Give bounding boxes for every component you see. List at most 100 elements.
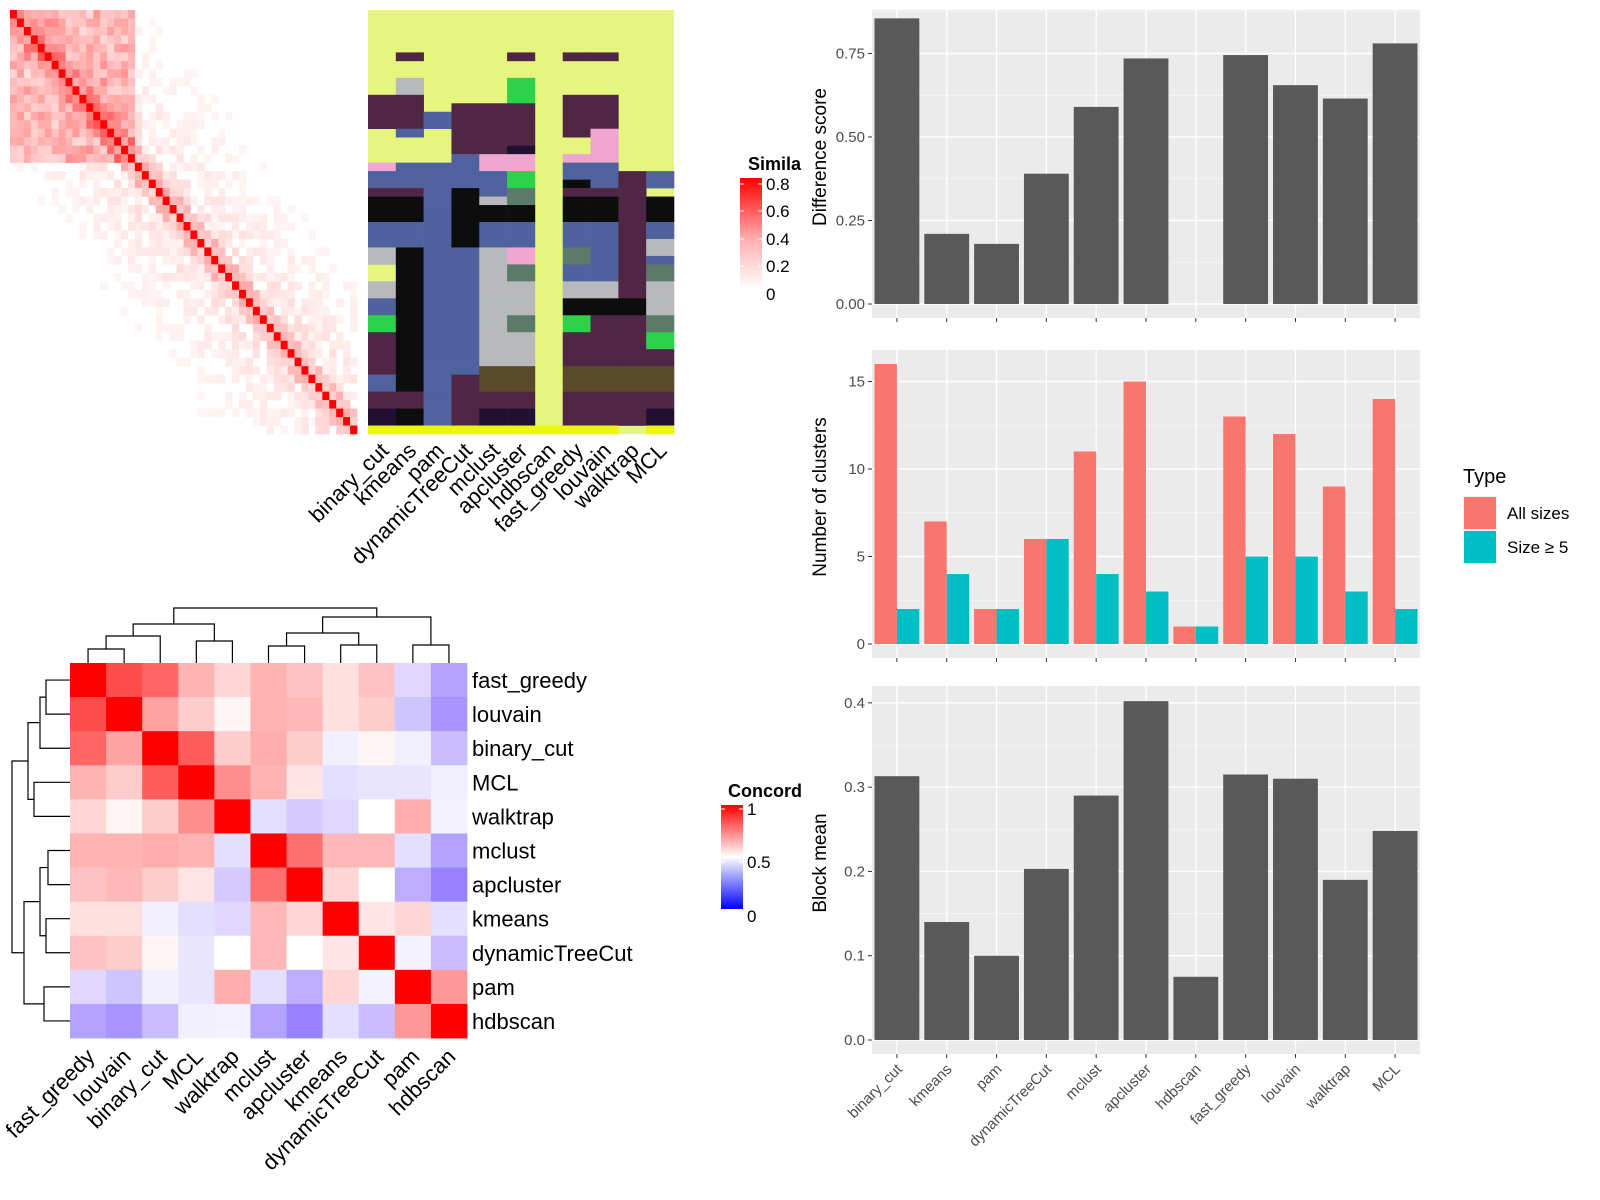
similarity-cell bbox=[86, 26, 94, 36]
similarity-cell bbox=[280, 213, 288, 223]
similarity-cell bbox=[121, 60, 129, 70]
cluster-cell bbox=[451, 306, 480, 316]
similarity-cell bbox=[114, 230, 122, 240]
similarity-cell bbox=[79, 35, 87, 45]
similarity-cell bbox=[121, 26, 129, 36]
similarity-cell bbox=[315, 425, 323, 435]
cluster-cell bbox=[368, 94, 397, 104]
cluster-cell bbox=[590, 332, 619, 342]
similarity-cell bbox=[44, 69, 52, 79]
similarity-cell bbox=[287, 400, 295, 409]
similarity-cell bbox=[245, 196, 254, 206]
cluster-cell bbox=[562, 272, 591, 282]
similarity-cell bbox=[190, 69, 198, 79]
similarity-cell bbox=[79, 120, 87, 130]
cluster-cell bbox=[562, 205, 591, 214]
cluster-cell bbox=[395, 94, 424, 104]
similarity-cell bbox=[266, 391, 275, 401]
bar-size-ge5 bbox=[1046, 539, 1069, 644]
similarity-cell bbox=[23, 137, 32, 146]
cluster-cell bbox=[618, 400, 647, 409]
similarity-cell bbox=[127, 86, 136, 96]
similarity-cell bbox=[127, 188, 136, 197]
cluster-cell bbox=[562, 374, 591, 384]
cluster-cell bbox=[479, 306, 508, 316]
similarity-cell bbox=[350, 315, 358, 325]
cluster-cell bbox=[590, 340, 619, 350]
similarity-cell bbox=[141, 205, 150, 214]
concordance-cell bbox=[430, 663, 468, 698]
similarity-cell bbox=[336, 340, 344, 350]
similarity-cell bbox=[211, 137, 219, 146]
similarity-cell bbox=[44, 35, 52, 45]
similarity-cell bbox=[79, 222, 87, 231]
similarity-cell bbox=[121, 188, 129, 197]
similarity-cell bbox=[162, 298, 170, 308]
similarity-cell bbox=[336, 400, 344, 409]
similarity-cell bbox=[65, 111, 73, 121]
similarity-cell bbox=[169, 86, 177, 96]
dendrogram-branch bbox=[87, 648, 125, 663]
similarity-cell bbox=[51, 60, 59, 70]
cluster-cell bbox=[423, 400, 452, 409]
similarity-cell bbox=[176, 213, 184, 223]
bar-all-sizes bbox=[1173, 626, 1196, 644]
similarity-cell bbox=[239, 205, 247, 214]
cluster-cell bbox=[451, 400, 480, 409]
similarity-cell bbox=[10, 128, 18, 138]
similarity-cell bbox=[58, 94, 66, 104]
similarity-cell bbox=[329, 400, 337, 409]
similarity-cell bbox=[162, 238, 170, 248]
similarity-cell bbox=[218, 213, 226, 223]
similarity-cell bbox=[100, 154, 108, 163]
similarity-cell bbox=[336, 315, 344, 325]
similarity-cell bbox=[86, 171, 94, 180]
similarity-cell bbox=[169, 188, 177, 197]
similarity-cell bbox=[211, 289, 219, 299]
bar-all-sizes bbox=[924, 521, 947, 644]
cluster-cell bbox=[590, 306, 619, 316]
cluster-cell bbox=[423, 417, 452, 426]
cluster-cell bbox=[395, 188, 424, 197]
cluster-cell bbox=[646, 247, 675, 257]
similarity-cell bbox=[65, 35, 73, 45]
legend-tick-label: 0.6 bbox=[766, 202, 790, 221]
similarity-cell bbox=[162, 86, 170, 96]
similarity-cell bbox=[72, 196, 80, 206]
cluster-cell bbox=[479, 145, 508, 155]
cluster-cell bbox=[618, 222, 647, 231]
similarity-cell bbox=[107, 26, 115, 36]
similarity-cell bbox=[169, 213, 177, 223]
similarity-cell bbox=[350, 417, 358, 426]
cluster-cell bbox=[646, 408, 675, 418]
cluster-cell bbox=[590, 205, 619, 214]
similarity-cell bbox=[86, 18, 94, 28]
similarity-cell bbox=[273, 417, 281, 426]
similarity-cell bbox=[315, 340, 323, 350]
similarity-cell bbox=[197, 281, 205, 291]
concordance-cell bbox=[358, 969, 396, 1005]
cluster-cell bbox=[451, 374, 480, 384]
cluster-cell bbox=[479, 374, 508, 384]
cluster-cell bbox=[395, 272, 424, 282]
legend-tick-label: 0 bbox=[747, 907, 756, 926]
similarity-cell bbox=[273, 349, 281, 358]
similarity-cell bbox=[232, 171, 240, 180]
cluster-cell bbox=[646, 205, 675, 214]
similarity-cell bbox=[86, 120, 94, 130]
similarity-cell bbox=[232, 272, 240, 282]
similarity-cell bbox=[107, 222, 115, 231]
similarity-cell bbox=[30, 60, 39, 70]
similarity-cell bbox=[10, 69, 18, 79]
similarity-cell bbox=[134, 289, 143, 299]
similarity-cell bbox=[72, 52, 80, 62]
similarity-cell bbox=[273, 213, 281, 223]
cluster-cell bbox=[618, 247, 647, 257]
similarity-cell bbox=[308, 340, 316, 350]
similarity-cell bbox=[322, 357, 330, 367]
similarity-cell bbox=[148, 120, 157, 130]
similarity-cell bbox=[134, 188, 143, 197]
similarity-cell bbox=[65, 10, 73, 19]
similarity-cell bbox=[107, 171, 115, 180]
similarity-cell bbox=[308, 289, 316, 299]
